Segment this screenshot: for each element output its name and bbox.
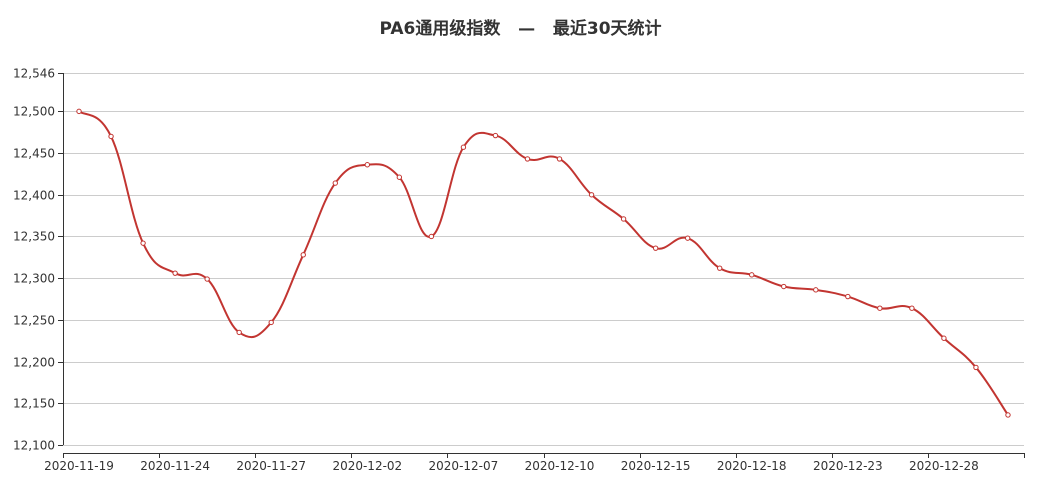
data-point (813, 287, 819, 293)
x-tick-label: 2020-12-28 (909, 459, 979, 473)
data-point (492, 132, 499, 139)
data-point (588, 192, 595, 198)
chart-title: PA6通用级指数 — 最近30天统计 (379, 19, 662, 39)
data-point (620, 216, 627, 222)
x-tick-label: 2020-12-07 (429, 459, 499, 473)
data-point (140, 240, 146, 246)
x-tick-label: 2020-12-15 (621, 459, 691, 473)
y-tick-label: 12,350 (13, 230, 55, 244)
data-point (1005, 412, 1011, 418)
x-tick-label: 2020-11-24 (140, 459, 210, 473)
y-tick-label: 12,250 (13, 314, 55, 328)
data-point (749, 272, 755, 278)
x-tick-label: 2020-12-10 (525, 459, 595, 473)
data-point (236, 329, 242, 336)
y-tick-label: 12,546 (13, 67, 55, 81)
y-tick-label: 12,450 (13, 147, 55, 161)
y-tick-label: 12,400 (13, 189, 55, 203)
data-point (524, 156, 531, 162)
data-point (556, 156, 563, 162)
y-tick-label: 12,200 (13, 356, 55, 370)
x-tick-label: 2020-12-02 (332, 459, 402, 473)
y-tick-label: 12,300 (13, 272, 55, 286)
data-point (428, 233, 435, 240)
x-tick-label: 2020-11-27 (236, 459, 306, 473)
series-line (78, 110, 1009, 416)
data-point (909, 305, 915, 311)
x-tick-label: 2020-12-23 (813, 459, 883, 473)
data-points (76, 108, 1011, 418)
data-point (652, 245, 659, 251)
x-axis: 2020-11-19 2020-11-24 2020-11-27 2020-12-02… (44, 453, 1025, 473)
data-point (845, 293, 851, 300)
data-point (396, 174, 403, 180)
y-tick-label: 12,100 (13, 439, 55, 453)
x-tick-label: 2020-11-19 (44, 459, 114, 473)
data-point (973, 364, 979, 371)
data-point (364, 162, 371, 168)
x-tick-label: 2020-12-18 (717, 459, 787, 473)
data-point (76, 108, 82, 115)
data-point (172, 270, 178, 276)
data-point (684, 235, 691, 241)
data-point (781, 283, 787, 290)
data-point (332, 180, 338, 186)
data-point (460, 144, 467, 150)
data-point (204, 276, 210, 282)
y-axis: 12,546 12,500 12,450 12,400 12,350 12,300 12,2… (13, 67, 64, 453)
y-tick-label: 12,500 (13, 105, 55, 119)
data-point (716, 265, 723, 271)
data-point (108, 133, 114, 140)
data-point (877, 305, 883, 311)
y-tick-label: 12,150 (13, 397, 55, 411)
data-point (268, 319, 274, 326)
data-point (300, 252, 306, 258)
data-point (941, 335, 947, 341)
grid-lines (63, 73, 1024, 446)
